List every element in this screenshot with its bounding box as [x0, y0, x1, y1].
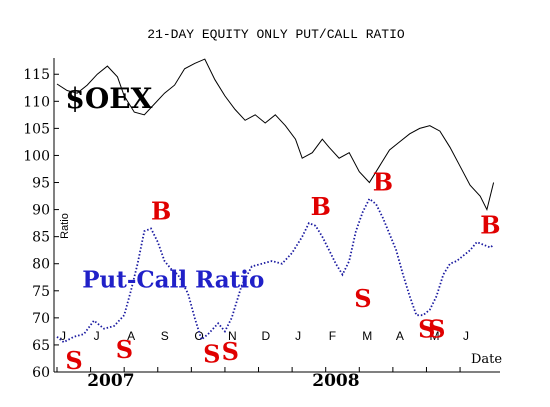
- y-tick-label: 80: [32, 257, 50, 273]
- year-label: 2007: [87, 371, 134, 391]
- buy-signal-marker: B: [311, 192, 331, 221]
- x-tick-label: F: [329, 329, 336, 343]
- x-tick-label: S: [161, 329, 169, 343]
- oex-price-line: [56, 58, 495, 212]
- sell-signal-marker: S: [116, 335, 133, 364]
- buy-signal-marker: B: [480, 210, 500, 239]
- x-tick-label: N: [228, 329, 237, 343]
- x-tick-label: J: [295, 329, 301, 343]
- x-tick-label: M: [429, 329, 439, 343]
- oex-series-label: $OEX: [65, 82, 152, 115]
- y-tick-label: 105: [23, 121, 50, 137]
- y-tick-label: 65: [32, 338, 50, 354]
- y-axis-ticks: 60 65 70 75 80 85 90 95 100 105 110 115: [23, 67, 59, 381]
- x-axis-label: Date: [471, 352, 502, 367]
- x-tick-label: J: [463, 329, 469, 343]
- put-call-ratio-line: [56, 197, 495, 344]
- buy-signal-marker: B: [151, 196, 171, 225]
- x-tick-label: D: [262, 329, 271, 343]
- y-tick-label: 75: [32, 284, 50, 300]
- x-tick-label: O: [194, 329, 203, 343]
- x-tick-label: J: [60, 329, 66, 343]
- sell-signal-marker: S: [222, 337, 239, 366]
- y-tick-label: 100: [23, 148, 50, 164]
- year-labels: 2007 2008: [87, 371, 359, 391]
- sell-signal-marker: S: [418, 314, 435, 343]
- sell-signal-marker: S: [354, 284, 371, 313]
- sell-signal-marker: S: [203, 339, 220, 368]
- y-tick-label: 70: [32, 311, 50, 327]
- y-tick-label: 115: [23, 67, 50, 83]
- chart-title: 21-DAY EQUITY ONLY PUT/CALL RATIO: [147, 27, 405, 42]
- x-tick-label: J: [94, 329, 100, 343]
- y-axis-label: Ratio: [59, 213, 71, 239]
- y-tick-label: 95: [32, 176, 50, 192]
- y-tick-label: 90: [32, 203, 50, 219]
- buy-signal-marker: B: [373, 168, 393, 197]
- y-tick-label: 60: [32, 365, 50, 381]
- x-tick-label: M: [362, 329, 372, 343]
- put-call-series-label: Put-Call Ratio: [82, 267, 264, 294]
- x-tick-label: A: [127, 329, 135, 343]
- sell-signal-marker: S: [65, 346, 82, 375]
- x-tick-label: A: [396, 329, 404, 343]
- y-tick-label: 85: [32, 230, 50, 246]
- y-tick-label: 110: [23, 94, 50, 110]
- series-layer: [56, 58, 495, 344]
- year-label: 2008: [312, 371, 359, 391]
- sell-signal-marker: S: [428, 314, 445, 343]
